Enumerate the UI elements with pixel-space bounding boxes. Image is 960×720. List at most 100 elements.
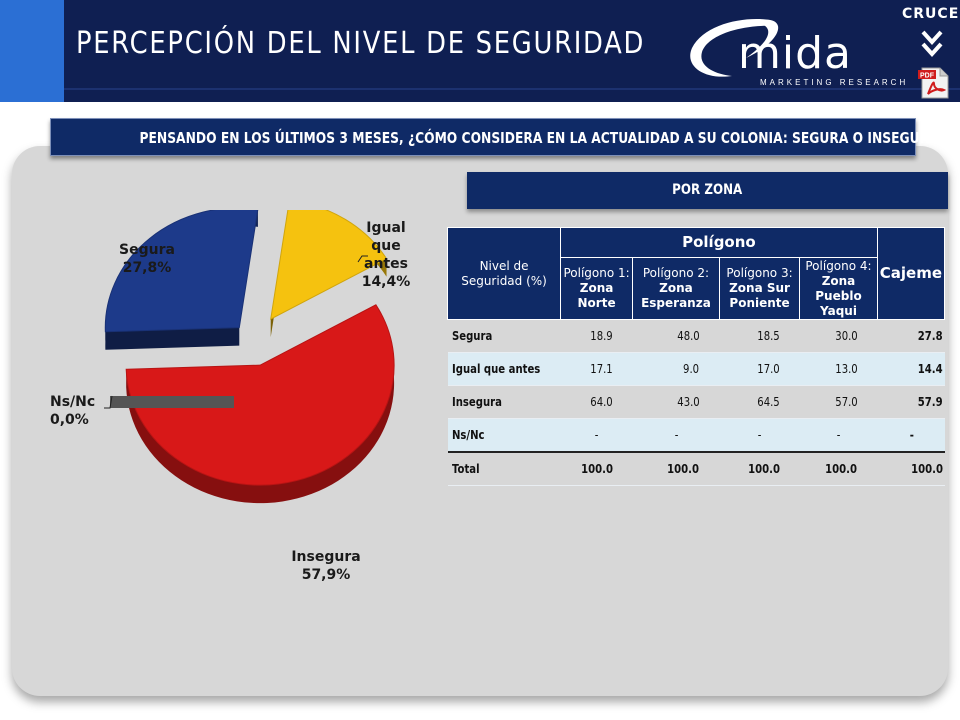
- cajeme-cell: 14.4: [877, 352, 945, 386]
- table-row: Igual que antes 17.1 9.0 17.0 13.0 14.4: [447, 352, 945, 386]
- question-banner: PENSANDO EN LOS ÚLTIMOS 3 MESES, ¿CÓMO C…: [50, 118, 946, 156]
- table-cell-value: 64.0: [590, 395, 613, 409]
- header-p4-zone: Zona Pueblo Yaqui: [815, 273, 862, 318]
- cajeme-cell: -: [877, 418, 945, 453]
- table-cell-value: 9.0: [683, 362, 700, 376]
- row-label-text: Igual que antes: [451, 362, 540, 376]
- table-cell-value: 100.0: [580, 462, 613, 476]
- label-igual-name: Igual que antes: [364, 220, 408, 272]
- table-cell-value: 17.0: [757, 362, 780, 376]
- table-cell: 18.5: [719, 319, 800, 353]
- row-label: Ns/Nc: [447, 418, 561, 453]
- cajeme-cell-value: 14.4: [917, 362, 943, 376]
- table-cell: -: [632, 418, 720, 453]
- header-p2-prefix: Polígono 2:: [642, 266, 710, 280]
- table-cell-value: 48.0: [676, 329, 700, 343]
- data-table: Nivel de Seguridad (%) Polígono Cajeme P…: [446, 227, 946, 486]
- table-cell: 13.0: [799, 352, 878, 386]
- cajeme-cell-value: -: [910, 428, 915, 442]
- table-cell: 100.0: [719, 451, 800, 486]
- pie-slice-igual: [270, 210, 388, 320]
- cajeme-cell: 27.8: [877, 319, 945, 353]
- header-nivel-text: Nivel de Seguridad (%): [461, 258, 547, 288]
- row-label: Igual que antes: [447, 352, 561, 386]
- cajeme-cell: 100.0: [877, 451, 945, 486]
- row-label: Total: [447, 451, 561, 486]
- header-cajeme: Cajeme: [876, 227, 946, 320]
- table-cell: 64.0: [560, 385, 633, 419]
- table-cell-value: -: [674, 428, 679, 442]
- table-cell-value: 17.1: [590, 362, 613, 376]
- cajeme-cell-value: 27.8: [917, 329, 943, 343]
- header-poligono-4: Polígono 4: Zona Pueblo Yaqui: [799, 257, 878, 320]
- header-p2-zone: Zona Esperanza: [641, 281, 711, 310]
- table-cell-value: -: [837, 428, 841, 442]
- header-p4-prefix: Polígono 4:: [805, 258, 872, 273]
- header-p3-prefix: Polígono 3:: [726, 266, 793, 280]
- page-title: PERCEPCIÓN DEL NIVEL DE SEGURIDAD: [76, 26, 646, 61]
- table-cell-value: 57.0: [834, 395, 858, 409]
- table-cell-value: -: [595, 428, 599, 442]
- por-zona-label: POR ZONA: [672, 182, 743, 198]
- table-cell: 43.0: [632, 385, 720, 419]
- label-insegura-value: 57,9%: [301, 567, 351, 583]
- table-cell: 64.5: [719, 385, 800, 419]
- header-poligono-text: Polígono: [682, 233, 756, 251]
- header-divider: [64, 88, 960, 90]
- pie-slice-insegura: [125, 304, 395, 486]
- table-row: Total 100.0 100.0 100.0 100.0 100.0: [447, 451, 945, 486]
- table-cell-value: -: [758, 428, 762, 442]
- pdf-label: PDF: [920, 73, 935, 80]
- table-row: Ns/Nc - - - - -: [447, 418, 945, 453]
- header-poligono-2: Polígono 2: Zona Esperanza: [632, 257, 720, 320]
- table-cell: 17.1: [560, 352, 633, 386]
- table-cell: 100.0: [560, 451, 633, 486]
- header-nivel: Nivel de Seguridad (%): [446, 227, 562, 320]
- row-label: Segura: [447, 319, 561, 353]
- header-p1-zone: Zona Norte: [577, 281, 616, 310]
- table-cell-value: 100.0: [667, 462, 700, 476]
- header-cajeme-text: Cajeme: [879, 264, 942, 282]
- label-insegura-name: Insegura: [291, 549, 361, 565]
- cajeme-cell-value: 100.0: [910, 462, 943, 476]
- table-cell: 17.0: [719, 352, 800, 386]
- table-cell: 9.0: [632, 352, 720, 386]
- header-p3-zone: Zona Sur Poniente: [729, 281, 790, 310]
- table-cell-value: 30.0: [834, 329, 858, 343]
- table-cell-value: 18.9: [590, 329, 613, 343]
- label-segura-name: Segura: [119, 242, 175, 258]
- label-igual-value: 14,4%: [361, 274, 411, 290]
- table-cell: 100.0: [799, 451, 878, 486]
- row-label-text: Ns/Nc: [451, 428, 485, 442]
- pdf-icon[interactable]: PDF: [918, 66, 950, 100]
- label-igual: Igual que antes 14,4%: [350, 219, 422, 291]
- label-nsnc-name: Ns/Nc: [50, 394, 96, 410]
- table-cell-value: 18.5: [757, 329, 780, 343]
- table-cell: -: [799, 418, 878, 453]
- table-cell: 48.0: [632, 319, 720, 353]
- label-nsnc-value: 0,0%: [50, 412, 89, 428]
- label-insegura: Insegura 57,9%: [290, 548, 362, 584]
- row-label-text: Insegura: [451, 395, 502, 409]
- table-cell: 57.0: [799, 385, 878, 419]
- table-cell: -: [560, 418, 633, 453]
- cajeme-cell-value: 57.9: [917, 395, 943, 409]
- logo-text: mida: [738, 28, 852, 79]
- cruces-link[interactable]: CRUCES: [902, 6, 960, 22]
- double-chevron-down-icon[interactable]: [920, 30, 944, 64]
- row-label-text: Total: [451, 462, 480, 476]
- question-text: PENSANDO EN LOS ÚLTIMOS 3 MESES, ¿CÓMO C…: [139, 129, 946, 147]
- label-segura: Segura 27,8%: [112, 241, 182, 277]
- header-bar: [0, 0, 960, 102]
- pie-slice-nsnc: [110, 396, 234, 408]
- header-poligono-1: Polígono 1: Zona Norte: [560, 257, 634, 320]
- table-cell: 18.9: [560, 319, 633, 353]
- pie-slice-segura-wall: [105, 327, 240, 350]
- header-p1-prefix: Polígono 1:: [563, 266, 630, 280]
- cajeme-cell: 57.9: [877, 385, 945, 419]
- header-poligono-3: Polígono 3: Zona Sur Poniente: [718, 257, 801, 320]
- header-poligono: Polígono: [560, 227, 878, 258]
- table-cell-value: 13.0: [834, 362, 858, 376]
- label-nsnc: Ns/Nc 0,0%: [50, 393, 114, 429]
- table-cell-value: 64.5: [757, 395, 780, 409]
